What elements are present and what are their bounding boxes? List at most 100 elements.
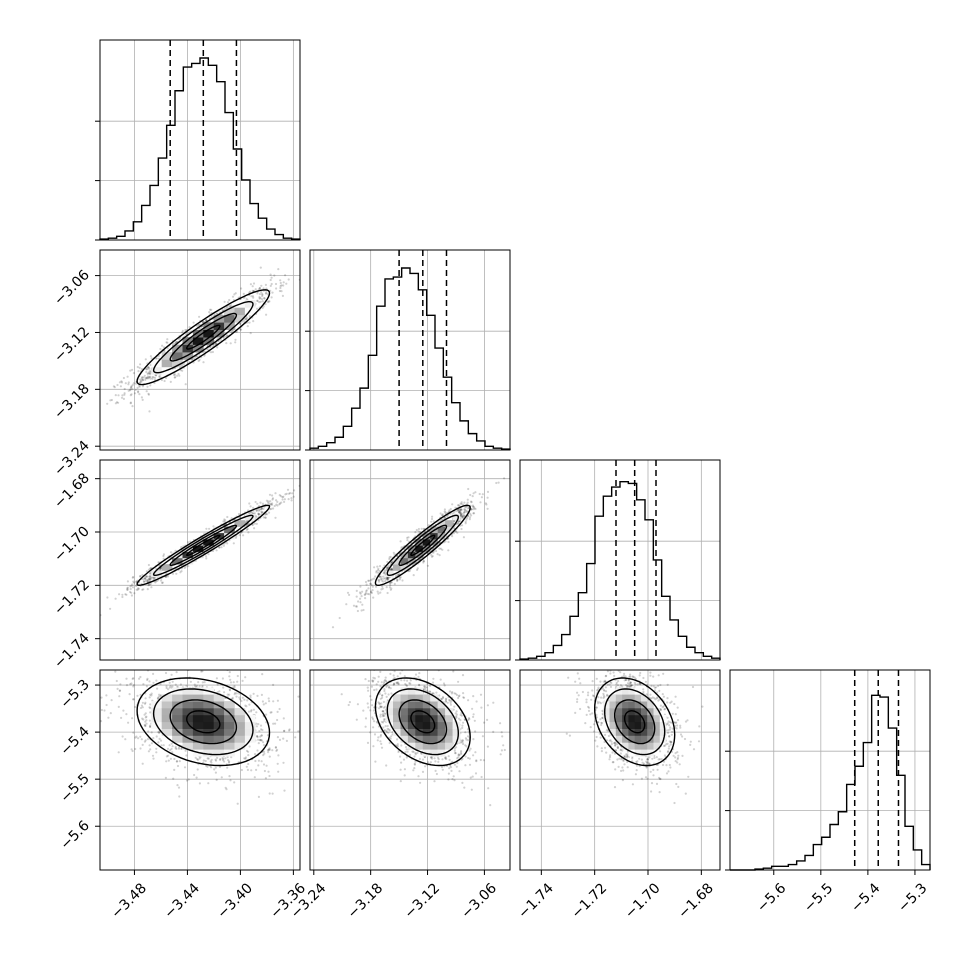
- scatter-point: [458, 511, 461, 514]
- scatter-point: [456, 757, 459, 760]
- scatter-point: [228, 305, 231, 308]
- density-cell: [192, 735, 204, 743]
- scatter-point: [587, 709, 591, 713]
- scatter-point: [271, 749, 274, 752]
- scatter-point: [389, 562, 392, 565]
- scatter-point: [182, 363, 185, 366]
- scatter-point: [684, 792, 687, 795]
- scatter-point: [226, 515, 229, 519]
- scatter-point: [419, 781, 422, 784]
- scatter-point: [149, 703, 152, 706]
- scatter-point: [149, 582, 152, 586]
- scatter-point: [595, 706, 598, 709]
- density-cell: [615, 701, 623, 709]
- scatter-point: [655, 697, 659, 700]
- scatter-point: [153, 376, 157, 379]
- scatter-point: [245, 520, 248, 523]
- scatter-point: [595, 706, 598, 709]
- density-cell: [634, 749, 642, 757]
- scatter-point: [219, 758, 222, 762]
- density-cell: [653, 721, 661, 729]
- density-cell: [415, 714, 423, 723]
- density-cell: [415, 687, 423, 695]
- scatter-point: [602, 696, 605, 700]
- hist-steps: [519, 480, 721, 660]
- scatter-point: [252, 296, 255, 299]
- scatter-point: [218, 765, 222, 769]
- scatter-point: [94, 406, 96, 408]
- density-cell: [400, 721, 409, 729]
- scatter-point: [307, 254, 309, 256]
- scatter-point: [400, 761, 403, 764]
- density-cell: [422, 701, 431, 709]
- scatter-point: [597, 686, 600, 689]
- scatter-point: [458, 770, 461, 773]
- scatter-point: [623, 679, 626, 682]
- scatter-point: [257, 738, 260, 741]
- scatter-point: [283, 729, 286, 733]
- scatter-point: [379, 713, 382, 716]
- scatter-point: [254, 288, 257, 291]
- scatter-point: [396, 738, 399, 741]
- scatter-point: [129, 401, 132, 404]
- scatter-point: [648, 756, 651, 759]
- scatter-point: [378, 579, 381, 582]
- scatter-point: [371, 578, 374, 581]
- scatter-point: [146, 578, 149, 581]
- scatter-point: [152, 681, 155, 684]
- density-cell: [192, 337, 204, 345]
- scatter-point: [226, 693, 229, 696]
- scatter-point: [474, 751, 477, 754]
- density-cell: [161, 708, 173, 716]
- scatter-point: [150, 742, 153, 745]
- scatter-point: [136, 588, 139, 591]
- scatter-point: [198, 323, 201, 326]
- scatter-point: [449, 507, 452, 511]
- scatter-point: [154, 581, 157, 584]
- scatter-point: [674, 760, 677, 763]
- scatter-point: [238, 534, 241, 537]
- scatter-point: [259, 501, 262, 504]
- scatter-point: [456, 531, 459, 534]
- scatter-point: [260, 284, 263, 287]
- density-cell: [653, 742, 661, 750]
- scatter-point: [138, 677, 141, 680]
- scatter-point: [630, 684, 634, 687]
- scatter-point: [216, 756, 219, 760]
- scatter-point: [278, 494, 281, 497]
- scatter-point: [462, 696, 465, 699]
- scatter-point: [268, 502, 271, 505]
- density-cell: [203, 701, 214, 709]
- scatter-point: [414, 531, 417, 534]
- scatter-point: [228, 675, 231, 678]
- scatter-point: [380, 705, 383, 708]
- scatter-point: [238, 698, 242, 701]
- scatter-point: [405, 684, 408, 687]
- scatter-point: [674, 721, 677, 724]
- scatter-point: [416, 568, 419, 572]
- scatter-point: [567, 676, 570, 679]
- density-cell: [603, 708, 610, 716]
- scatter-point: [412, 769, 415, 772]
- scatter-point: [452, 775, 455, 778]
- scatter-point: [205, 319, 208, 322]
- scatter-point: [147, 750, 150, 753]
- scatter-point: [255, 509, 258, 512]
- scatter-point: [355, 718, 358, 721]
- scatter-point: [371, 679, 374, 682]
- scatter-point: [472, 492, 475, 495]
- contour-2: [136, 504, 271, 587]
- scatter-point: [665, 772, 669, 775]
- scatter-point: [274, 722, 277, 725]
- scatter-point: [123, 387, 126, 391]
- scatter-point: [364, 593, 367, 596]
- scatter-point: [171, 680, 174, 683]
- scatter-point: [480, 775, 483, 779]
- scatter-point: [441, 518, 444, 521]
- density-cell: [628, 735, 635, 743]
- scatter-point: [624, 678, 628, 682]
- scatter-point: [483, 721, 486, 724]
- scatter-point: [364, 580, 368, 584]
- scatter-point: [249, 283, 252, 286]
- scatter-point: [667, 750, 670, 753]
